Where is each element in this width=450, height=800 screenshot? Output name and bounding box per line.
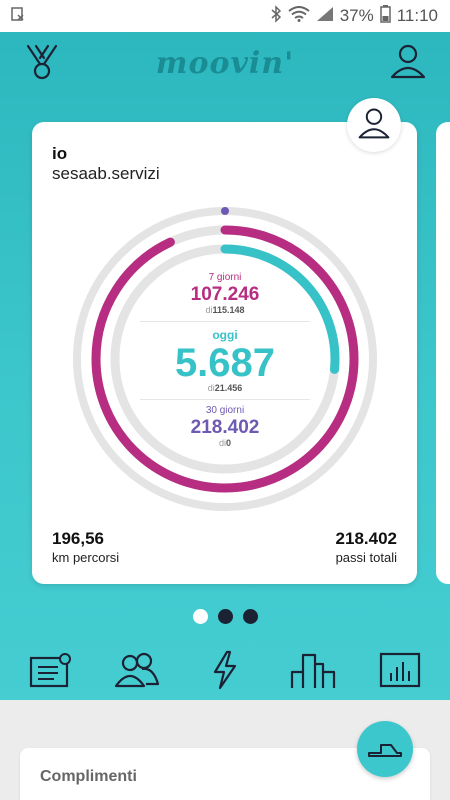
week-label: 7 giorni (208, 272, 242, 283)
divider (140, 399, 310, 400)
user-icon (388, 41, 428, 86)
nav-stats[interactable] (372, 648, 428, 698)
nav-people[interactable] (109, 648, 165, 698)
medal-button[interactable] (20, 41, 64, 85)
user-icon (356, 105, 392, 146)
nav-news[interactable] (22, 648, 78, 698)
card-avatar-button[interactable] (347, 98, 401, 152)
month-value: 218.402 (190, 417, 260, 438)
page-indicator (0, 609, 450, 624)
today-value: 5.687 (174, 341, 276, 385)
pager-dot[interactable] (192, 609, 208, 624)
stairs-icon (365, 735, 405, 764)
steps-label: passi totali (335, 550, 397, 565)
progress-rings (73, 207, 377, 511)
people-icon (113, 650, 161, 695)
user-subtitle: sesaab.servizi (52, 164, 160, 183)
nav-activity[interactable] (197, 648, 253, 698)
stats-card[interactable]: io sesaab.servizi 7 giorni 107.246 di115… (32, 122, 417, 584)
battery-icon (379, 4, 391, 28)
lightning-icon (209, 650, 241, 695)
bottom-nav (0, 645, 450, 700)
nav-ranking[interactable] (285, 648, 341, 698)
month-target: di0 (218, 438, 232, 448)
news-icon (28, 650, 72, 695)
month-ring-dot (221, 207, 229, 215)
pager-dot[interactable] (217, 609, 233, 624)
medal-icon (22, 41, 62, 86)
profile-button[interactable] (386, 41, 430, 85)
today-label: oggi (212, 328, 238, 342)
km-value: 196,56 (52, 529, 104, 548)
bluetooth-icon (270, 4, 282, 28)
month-label: 30 giorni (205, 405, 245, 416)
battery-percent: 37% (339, 6, 374, 25)
week-ring-arc (91, 225, 359, 493)
clock: 11:10 (396, 6, 438, 25)
divider (140, 321, 310, 322)
next-card-peek[interactable] (436, 122, 450, 584)
bottom-section: Complimenti (0, 700, 450, 800)
week-target: di115.148 (205, 305, 245, 315)
step-button[interactable] (357, 721, 413, 777)
wifi-icon (288, 5, 310, 27)
buildings-icon (290, 650, 336, 695)
app-header: moovin' (0, 32, 450, 94)
panel-title: Complimenti (40, 768, 137, 785)
week-value: 107.246 (190, 284, 260, 305)
today-ring-arc (110, 244, 340, 474)
notification-icon (10, 6, 26, 27)
user-name: io (52, 144, 68, 163)
km-label: km percorsi (52, 550, 120, 565)
today-target: di21.456 (207, 383, 243, 393)
pager-dot[interactable] (242, 609, 258, 624)
status-bar: 37% 11:10 (0, 0, 450, 32)
signal-icon (316, 6, 334, 27)
steps-value: 218.402 (335, 529, 397, 548)
chart-icon (379, 651, 421, 694)
center-stats: 7 giorni 107.246 di115.148 oggi 5.687 di… (112, 272, 338, 449)
app-logo: moovin' (155, 45, 295, 81)
